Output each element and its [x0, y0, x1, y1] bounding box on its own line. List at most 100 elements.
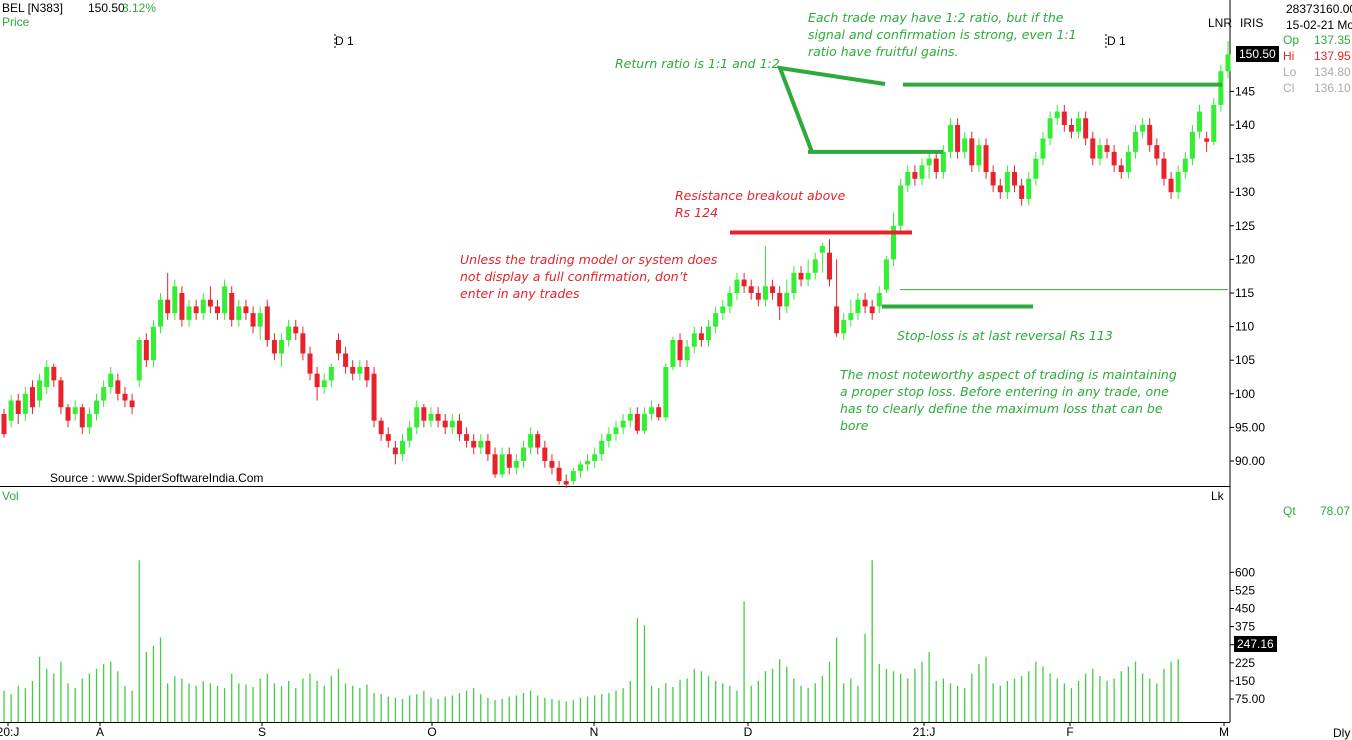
candle-body — [698, 333, 704, 341]
volume-tick-label: 525 — [1235, 583, 1255, 597]
time-tick-label: 20:J — [0, 725, 19, 739]
candle-body — [641, 413, 647, 431]
qt-value: 78.07 — [1320, 504, 1351, 518]
candle-body — [250, 313, 256, 327]
volume-tick-label: 225 — [1235, 656, 1255, 670]
candle-body — [165, 299, 171, 314]
d1-marker-left: D 1 — [335, 34, 354, 48]
candle-body — [563, 481, 569, 485]
candle-body — [464, 434, 470, 441]
time-tick-label: A — [96, 725, 104, 739]
candle-body — [150, 326, 156, 361]
candle-body — [1132, 131, 1138, 152]
candle-body — [755, 293, 761, 300]
candle-body — [343, 353, 349, 367]
percent-change: 3.12% — [122, 1, 157, 15]
candle-body — [478, 440, 484, 448]
candle-body — [22, 393, 28, 414]
candle-body — [748, 286, 754, 293]
candle-body — [8, 400, 14, 421]
candle-body — [37, 380, 43, 401]
candle-body — [364, 366, 370, 381]
candle-body — [983, 145, 989, 173]
candle-body — [940, 151, 946, 173]
candle-body — [222, 286, 228, 314]
candle-body — [1076, 118, 1082, 132]
candle-body — [990, 172, 996, 186]
candle-body — [307, 353, 313, 374]
time-tick-label: O — [427, 725, 436, 739]
candle-body — [1125, 151, 1131, 173]
candle-body — [812, 259, 818, 273]
annotation-stop-loss-note: The most noteworthy aspect of trading is… — [840, 367, 1177, 433]
candle-body — [1118, 165, 1124, 173]
candle-body — [1090, 138, 1096, 159]
price-tick-label: 130 — [1235, 185, 1255, 199]
time-tick-label: S — [258, 725, 266, 739]
candle-body — [599, 440, 605, 455]
candle-body — [471, 440, 477, 448]
candle-body — [79, 407, 85, 428]
candle-body — [499, 454, 505, 475]
candle-body — [435, 413, 441, 421]
candle-body — [976, 145, 982, 166]
candle-body — [44, 366, 50, 388]
ohlc-label-op: Op — [1283, 33, 1300, 47]
annotation-stop-loss: Stop-loss is at last reversal Rs 113 — [897, 328, 1113, 343]
candle-body — [286, 326, 292, 341]
price-tick-label: 110 — [1235, 320, 1254, 334]
candle-body — [58, 380, 64, 408]
candle-body — [335, 340, 341, 354]
annotation-resistance: Resistance breakout above Rs 124 — [675, 188, 846, 220]
annotation-confirmation: Unless the trading model or system does … — [460, 252, 718, 301]
candle-body — [407, 427, 413, 441]
candle-body — [727, 293, 733, 307]
candle-body — [1154, 145, 1160, 159]
candle-body — [606, 434, 612, 441]
candle-body — [1012, 172, 1018, 186]
candle-body — [271, 340, 277, 354]
candle-body — [94, 400, 100, 414]
candle-body — [585, 461, 591, 465]
d1-marker-right: D 1 — [1107, 34, 1126, 48]
last-price: 150.50 — [88, 1, 125, 15]
candle-body — [1054, 111, 1060, 119]
annotation-return-ratio: Return ratio is 1:1 and 1:2 — [615, 56, 780, 71]
candle-body — [720, 306, 726, 314]
candle-body — [570, 471, 576, 482]
candle-body — [741, 279, 747, 287]
candle-body — [891, 225, 897, 260]
candle-body — [158, 299, 164, 327]
candle-body — [456, 420, 462, 435]
candle-body — [848, 313, 854, 320]
candle-body — [1140, 125, 1146, 132]
candle-body — [762, 286, 768, 300]
source-label: Source : www.SpiderSoftwareIndia.Com — [50, 471, 264, 485]
candle-body — [627, 413, 633, 421]
candle-body — [1225, 54, 1231, 72]
candle-body — [549, 461, 555, 468]
candle-body — [243, 306, 249, 314]
candle-body — [912, 172, 918, 179]
candle-body — [969, 138, 975, 166]
volume-tag: 247.16 — [1234, 636, 1277, 652]
candle-body — [955, 125, 961, 152]
candle-body — [876, 293, 882, 307]
candle-body — [684, 346, 690, 361]
time-tick-label: N — [590, 725, 599, 739]
candle-body — [279, 340, 285, 354]
candle-body — [770, 286, 776, 293]
candle-body — [620, 420, 626, 428]
symbol-label: BEL [N383] — [2, 1, 63, 15]
volume-tick-label: 75.00 — [1235, 692, 1265, 706]
candle-body — [1182, 158, 1188, 173]
candle-body — [1175, 172, 1181, 193]
candle-body — [933, 158, 939, 173]
candle-body — [15, 400, 21, 414]
candle-body — [556, 467, 562, 482]
candle-body — [577, 464, 583, 472]
candle-body — [1004, 172, 1010, 193]
candle-body — [357, 366, 363, 374]
candle-body — [520, 447, 526, 461]
